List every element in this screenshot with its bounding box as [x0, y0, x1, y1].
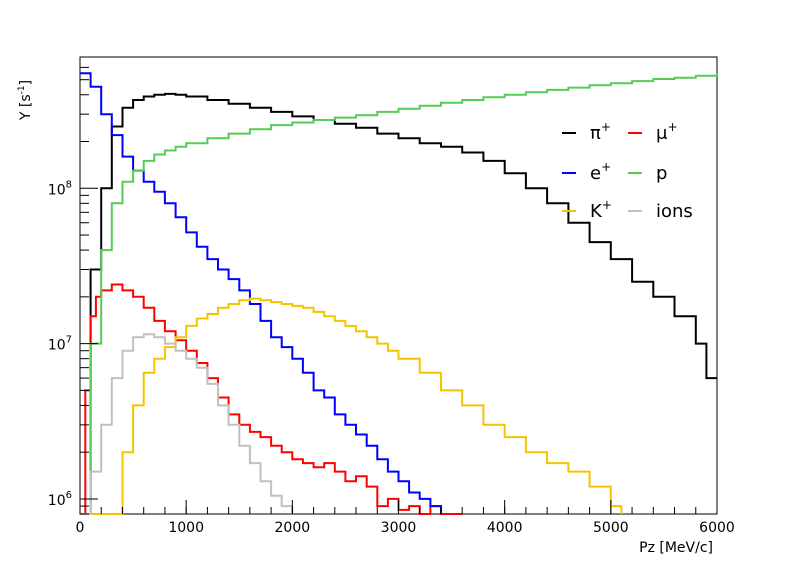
y-axis-label-sup: -1 [17, 85, 27, 94]
legend-label: μ+ [656, 120, 678, 144]
y-tick-label: 106 [48, 490, 72, 509]
y-axis-label-base: Y [s [18, 94, 34, 121]
x-tick-label: 2000 [275, 520, 311, 536]
series-line-2 [80, 72, 442, 514]
x-tick-label: 6000 [699, 520, 735, 536]
legend-label: ions [656, 201, 693, 222]
x-axis-label: Pz [MeV/c] [639, 540, 713, 556]
y-tick-label: 108 [48, 179, 72, 198]
series-line-0 [80, 92, 717, 515]
legend: π+ μ+ e+ p K+ ions [562, 120, 693, 222]
legend-label: p [656, 163, 667, 184]
series-layer [80, 72, 718, 515]
series-line-4 [80, 297, 623, 515]
y-axis: 106 107 108 [48, 56, 98, 515]
y-axis-label-end: ] [18, 80, 34, 85]
series-line-1 [80, 283, 463, 515]
x-tick-label: 1000 [168, 520, 204, 536]
series-line-5 [80, 333, 294, 515]
x-tick-label: 4000 [487, 520, 523, 536]
series-line-3 [80, 73, 718, 515]
x-tick-label: 3000 [381, 520, 417, 536]
legend-label: e+ [590, 160, 611, 184]
legend-label: π+ [590, 120, 611, 144]
plot-frame [79, 56, 718, 515]
y-tick-label: 107 [48, 335, 72, 354]
x-axis: 0 1000 2000 3000 4000 5000 6000 [76, 500, 735, 536]
x-tick-label: 0 [76, 520, 85, 536]
y-axis-label: Y [s-1] [17, 80, 34, 121]
legend-label: K+ [590, 198, 612, 222]
x-tick-label: 5000 [593, 520, 629, 536]
